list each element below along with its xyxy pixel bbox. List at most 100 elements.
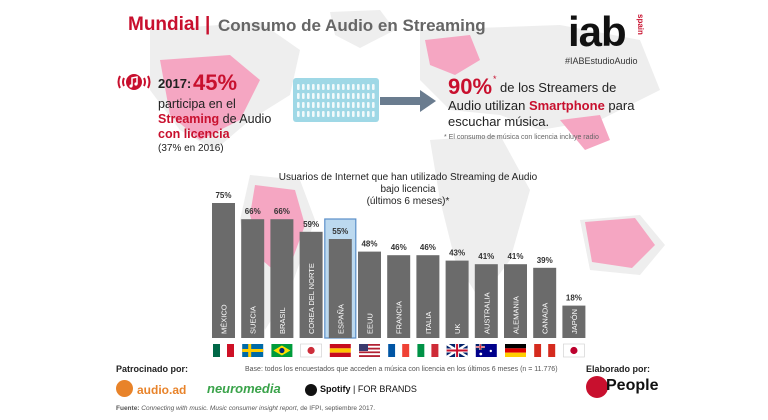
source-label: Fuente:	[116, 405, 140, 412]
people-logo-icon	[586, 376, 608, 398]
source-report: Connecting with music. Music consumer in…	[141, 405, 297, 412]
bar-10	[504, 264, 527, 338]
bar-8	[445, 260, 469, 338]
hashtag: #IABEstudioAudio	[565, 56, 638, 66]
value-label-9: 41%	[478, 252, 494, 261]
category-label-1: SUECIA	[249, 306, 258, 334]
map-highlight-asia	[560, 115, 610, 150]
header-title: Consumo de Audio en Streaming	[218, 16, 486, 35]
japan-flag-icon	[563, 343, 585, 358]
stat-streaming-word: Streaming	[158, 112, 220, 126]
australia-flag-icon	[475, 344, 497, 357]
map-highlight-australia	[585, 218, 655, 268]
chart-title-line-3: (últimos 6 meses)*	[366, 196, 450, 207]
neuromedia-logo: neuromedia	[207, 381, 281, 396]
map-europe-asia	[420, 25, 660, 130]
category-label-10: ALEMANIA	[512, 296, 521, 334]
spotify-logo: Spotify | FOR BRANDS	[320, 384, 417, 394]
canada-flag-icon	[534, 344, 556, 357]
bar-7	[416, 255, 440, 338]
value-label-10: 41%	[507, 252, 523, 261]
mexico-flag-icon	[213, 344, 234, 357]
bar-0	[212, 203, 235, 338]
audio-ad-icon	[116, 380, 133, 397]
bar-3	[299, 231, 323, 338]
map-highlight-north-america	[160, 55, 260, 140]
spain-flag-icon	[329, 344, 351, 357]
smartphone-percent: 90%	[448, 74, 493, 99]
category-label-12: JAPÓN	[570, 309, 579, 334]
stat-year: 2017:	[158, 76, 192, 91]
stat-line-3: con licencia	[158, 127, 230, 141]
map-greenland	[330, 10, 395, 48]
audio-ad-logo: audio.ad	[137, 383, 187, 397]
header-region: Mundial	[128, 14, 200, 35]
value-label-0: 75%	[215, 191, 231, 200]
south-korea-flag-icon	[300, 343, 322, 358]
value-label-3: 59%	[303, 220, 319, 229]
made-by-label: Elaborado por:	[586, 364, 651, 374]
source-note: Fuente: Connecting with music. Music con…	[116, 405, 375, 412]
stat-percent: 45%	[193, 70, 238, 95]
value-label-7: 46%	[420, 243, 436, 252]
iab-logo: iab	[568, 8, 627, 55]
category-label-6: FRANCIA	[395, 301, 404, 334]
category-label-3: COREA DEL NORTE	[307, 263, 316, 334]
chart-title-line-2: bajo licencia	[380, 184, 436, 195]
category-label-8: UK	[453, 324, 462, 334]
category-label-9: AUSTRALIA	[482, 292, 491, 334]
uk-flag-icon	[445, 342, 469, 359]
music-sound-icon	[117, 74, 151, 90]
bar-11	[533, 267, 557, 338]
france-flag-icon	[388, 344, 410, 357]
spotify-for-brands: | FOR BRANDS	[353, 384, 417, 394]
arrow-right-icon	[380, 90, 436, 112]
category-label-2: BRASIL	[278, 307, 287, 334]
value-label-1: 66%	[245, 207, 261, 216]
category-label-0: MÉXICO	[220, 304, 229, 334]
bar-6	[387, 255, 411, 338]
germany-flag-icon	[505, 344, 526, 357]
smartphone-star: *	[493, 74, 497, 84]
category-label-7: ITALIA	[424, 312, 433, 334]
value-label-11: 39%	[537, 256, 553, 265]
smartphone-line-1: de los Streamers de	[500, 80, 617, 95]
smartphone-line-2-start: Audio utilizan	[448, 98, 529, 113]
base-note: Base: todos los encuestados que acceden …	[245, 366, 558, 373]
bar-9	[474, 264, 498, 338]
smartphone-line-2: Audio utilizan Smartphone para	[448, 98, 634, 113]
value-label-2: 66%	[274, 207, 290, 216]
people-logo: People	[606, 377, 659, 394]
italy-flag-icon	[417, 344, 439, 357]
sponsored-label: Patrocinado por:	[116, 364, 189, 374]
value-label-8: 43%	[449, 249, 465, 258]
category-label-11: CANADA	[541, 303, 550, 334]
stat-previous-year: (37% en 2016)	[158, 143, 224, 154]
source-rest: , de IFPI, septiembre 2017.	[296, 405, 376, 412]
iab-logo-spain: spain	[636, 14, 645, 35]
bar-4	[328, 239, 352, 338]
sweden-flag-icon	[242, 344, 264, 357]
bar-5	[358, 251, 381, 338]
smartphone-users-icon	[293, 78, 379, 122]
spotify-icon	[305, 384, 317, 396]
map-africa	[430, 135, 530, 300]
bar-12	[562, 305, 586, 338]
stat-line-2-rest: de Audio	[219, 112, 272, 126]
stat-line-1: participa en el	[158, 97, 236, 111]
map-highlight-europe	[425, 35, 480, 75]
usa-flag-icon	[359, 344, 380, 357]
license-note: * El consumo de música con licencia incl…	[444, 134, 599, 141]
bar-1	[241, 219, 265, 338]
brazil-flag-icon	[271, 344, 293, 357]
header-separator: |	[205, 14, 211, 35]
smartphone-word: Smartphone	[528, 98, 605, 113]
chart-title-line-1: Usuarios de Internet que han utilizado S…	[278, 172, 538, 183]
value-label-6: 46%	[391, 243, 407, 252]
spotify-name: Spotify	[320, 384, 351, 394]
stat-line-2: Streaming de Audio	[158, 112, 271, 126]
smartphone-line-2-end: para	[604, 98, 635, 113]
